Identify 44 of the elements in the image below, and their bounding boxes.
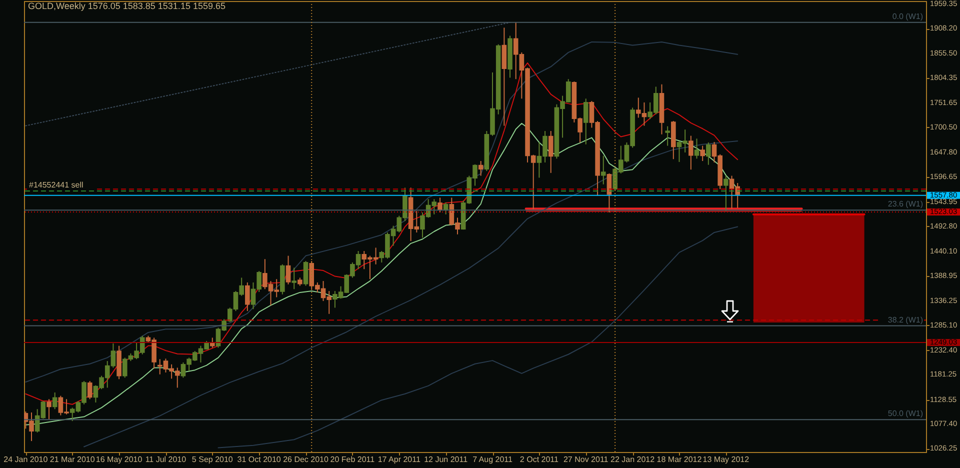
x-tick-label: 31 Oct 2010 <box>237 455 282 464</box>
candlestick <box>46 398 52 420</box>
x-tick-label: 12 Jun 2011 <box>424 455 468 464</box>
candlestick <box>700 145 705 162</box>
candlestick <box>438 197 442 213</box>
ref-line-label: 38.2 (W1) <box>888 315 924 324</box>
ref-line-label: #14552441 sell <box>29 180 84 190</box>
x-tick-label: 13 May 2012 <box>702 455 750 464</box>
candlestick <box>245 282 250 312</box>
line-series <box>218 226 738 448</box>
candlestick <box>292 267 296 290</box>
candlestick <box>583 98 588 145</box>
ref-line-label: 23.6 (W1) <box>888 200 924 209</box>
x-tick-label: 16 May 2010 <box>96 455 143 464</box>
x-tick-label: 26 Dec 2010 <box>283 455 329 464</box>
x-tick-label: 2 Oct 2011 <box>520 455 560 464</box>
candlestick <box>286 255 291 285</box>
candlestick <box>706 142 711 166</box>
x-tick-label: 7 Aug 2011 <box>472 455 514 464</box>
line-series <box>84 140 738 448</box>
x-tick-label: 17 Apr 2011 <box>378 455 421 464</box>
x-tick-label: 5 Sep 2010 <box>192 455 234 464</box>
x-tick-label: 21 Mar 2010 <box>50 455 96 464</box>
candlestick <box>606 172 612 213</box>
x-tick-label: 11 Jul 2010 <box>145 455 187 464</box>
candlestick <box>688 135 694 170</box>
candlestick <box>303 260 308 286</box>
chart-title: GOLD,Weekly 1576.05 1583.85 1531.15 1559.65 <box>28 1 226 12</box>
candlestick <box>724 175 728 212</box>
ref-line-label: 0.0 (W1) <box>892 12 924 21</box>
ref-line-label: 50.0 (W1) <box>888 409 924 418</box>
candlestick <box>52 392 58 410</box>
candlestick <box>87 380 92 400</box>
x-tick-label: 24 Jan 2010 <box>4 455 48 464</box>
x-tick-label: 22 Jan 2012 <box>610 455 656 464</box>
x-tick-label: 18 Mar 2012 <box>656 455 702 464</box>
candlestick <box>665 126 670 146</box>
x-tick-label: 27 Nov 2011 <box>563 455 609 464</box>
candlestick <box>600 155 606 185</box>
candlestick <box>478 160 484 176</box>
candlestick <box>548 130 554 174</box>
candlestick <box>694 138 700 160</box>
candlestick <box>502 27 507 126</box>
x-tick-label: 20 Feb 2011 <box>330 455 376 464</box>
